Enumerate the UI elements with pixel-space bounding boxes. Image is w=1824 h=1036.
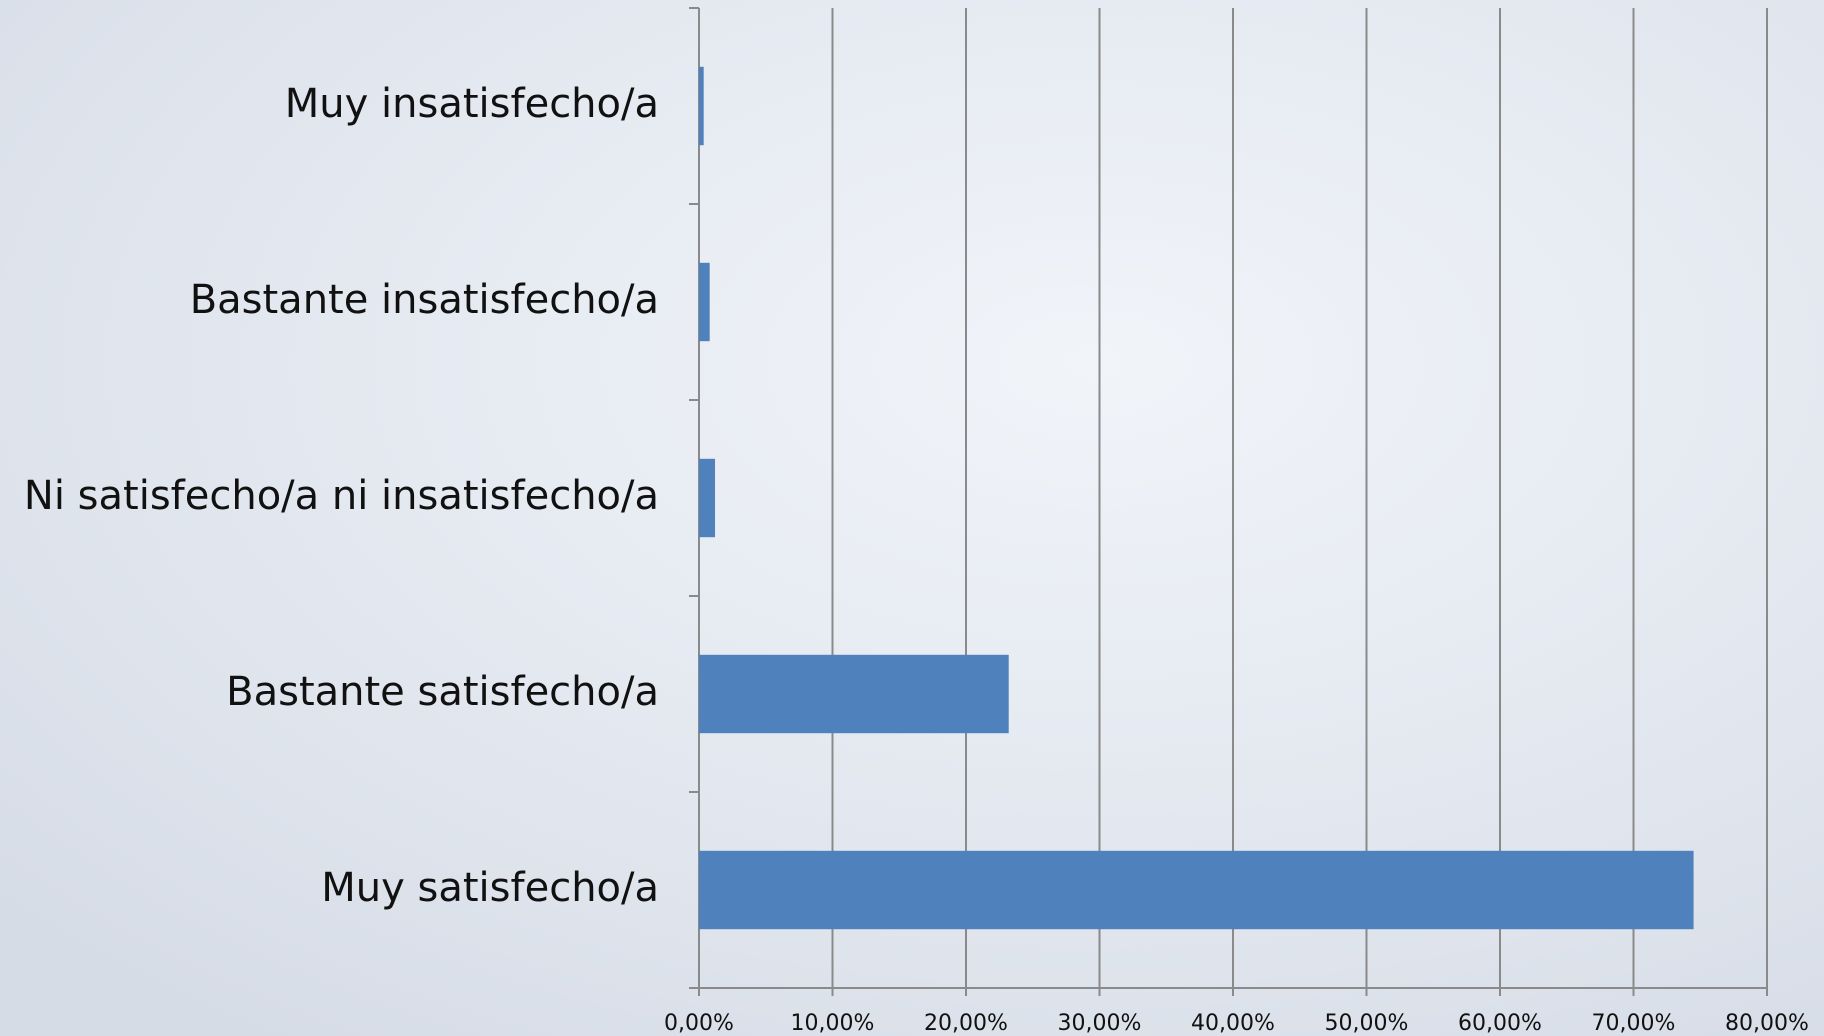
bar	[699, 850, 1694, 930]
y-tick-label: Ni satisfecho/a ni insatisfecho/a	[24, 473, 659, 519]
bar	[699, 262, 710, 342]
x-tick-label: 20,00%	[924, 1011, 1008, 1036]
x-tick-label: 50,00%	[1325, 1011, 1409, 1036]
x-tick-label: 60,00%	[1458, 1011, 1542, 1036]
x-tick-label: 10,00%	[791, 1011, 875, 1036]
x-tick-label: 30,00%	[1058, 1011, 1142, 1036]
x-tick-label: 0,00%	[664, 1011, 734, 1036]
y-tick-label: Muy insatisfecho/a	[285, 81, 659, 127]
y-tick-label: Bastante insatisfecho/a	[190, 277, 659, 323]
x-tick-label: 70,00%	[1592, 1011, 1676, 1036]
bar	[699, 66, 704, 146]
x-tick-label: 40,00%	[1191, 1011, 1275, 1036]
y-tick-label: Bastante satisfecho/a	[226, 669, 659, 715]
bar	[699, 458, 716, 538]
bar	[699, 654, 1009, 734]
y-tick-label: Muy satisfecho/a	[321, 865, 659, 911]
x-tick-label: 80,00%	[1725, 1011, 1809, 1036]
